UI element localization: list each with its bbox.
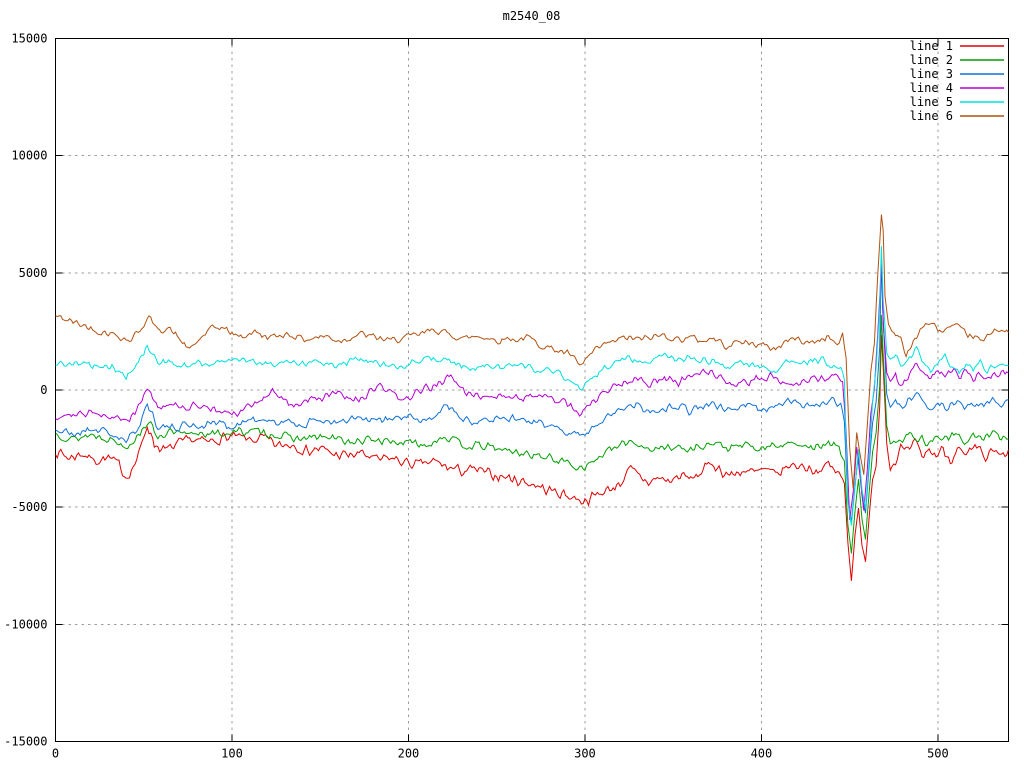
x-tick-label: 400	[751, 747, 773, 761]
plot-border	[55, 38, 1009, 742]
series-line-6	[55, 214, 1009, 489]
legend-label: line 3	[910, 67, 953, 81]
y-tick-label: 5000	[19, 266, 48, 280]
legend-label: line 6	[910, 109, 953, 123]
y-tick-label: 0	[40, 383, 47, 397]
x-tick-label: 500	[927, 747, 949, 761]
y-tick-label: -15000	[4, 735, 47, 749]
legend-label: line 4	[910, 81, 953, 95]
legend-label: line 2	[910, 53, 953, 67]
x-tick-label: 0	[52, 747, 59, 761]
legend-label: line 5	[910, 95, 953, 109]
legend-label: line 1	[910, 39, 953, 53]
x-tick-label: 200	[398, 747, 420, 761]
series-line-1	[55, 334, 1009, 581]
series-line-2	[55, 314, 1009, 554]
x-tick-label: 100	[221, 747, 243, 761]
chart-title: m2540_08	[502, 9, 561, 23]
y-tick-label: 15000	[11, 32, 47, 46]
x-tick-label: 300	[574, 747, 596, 761]
y-tick-label: 10000	[11, 149, 47, 163]
y-tick-label: -5000	[11, 500, 47, 514]
series-line-5	[55, 246, 1009, 526]
series-line-4	[55, 264, 1009, 520]
y-tick-label: -10000	[4, 617, 47, 631]
